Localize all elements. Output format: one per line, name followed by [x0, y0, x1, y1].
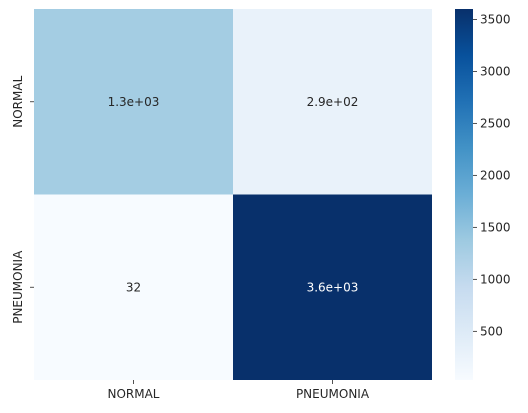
y-axis: NORMAL PNEUMONIA	[11, 75, 34, 324]
x-tick-label: PNEUMONIA	[296, 387, 370, 401]
cell-annotation-2-1: 32	[126, 280, 141, 294]
colorbar-tick-label: 2000	[480, 168, 511, 182]
heatmap-cell-1-2	[233, 9, 432, 195]
cell-annotation-1-2: 2.9e+02	[307, 95, 359, 109]
y-tick-label: NORMAL	[11, 75, 25, 127]
heatmap-cells	[34, 9, 432, 380]
cell-annotation-2-2: 3.6e+03	[307, 280, 359, 294]
y-tick-label: PNEUMONIA	[11, 250, 25, 324]
heatmap-cell-1-1	[34, 9, 233, 195]
heatmap-cell-2-2	[233, 194, 432, 380]
colorbar-tick-label: 1000	[480, 272, 511, 286]
colorbar	[455, 9, 473, 380]
cell-annotation-1-1: 1.3e+03	[108, 95, 160, 109]
x-tick-label: NORMAL	[107, 387, 159, 401]
colorbar-ticks: 500 1000 1500 2000 2500 3000 3500	[473, 12, 511, 338]
cell-annotations: 1.3e+03 2.9e+02 32 3.6e+03	[108, 95, 359, 295]
colorbar-tick-label: 2500	[480, 116, 511, 130]
colorbar-tick-label: 3000	[480, 64, 511, 78]
colorbar-tick-label: 500	[480, 324, 503, 338]
x-axis: NORMAL PNEUMONIA	[107, 380, 370, 401]
heatmap-cell-2-1	[34, 194, 233, 380]
colorbar-tick-label: 3500	[480, 12, 511, 26]
colorbar-tick-label: 1500	[480, 220, 511, 234]
